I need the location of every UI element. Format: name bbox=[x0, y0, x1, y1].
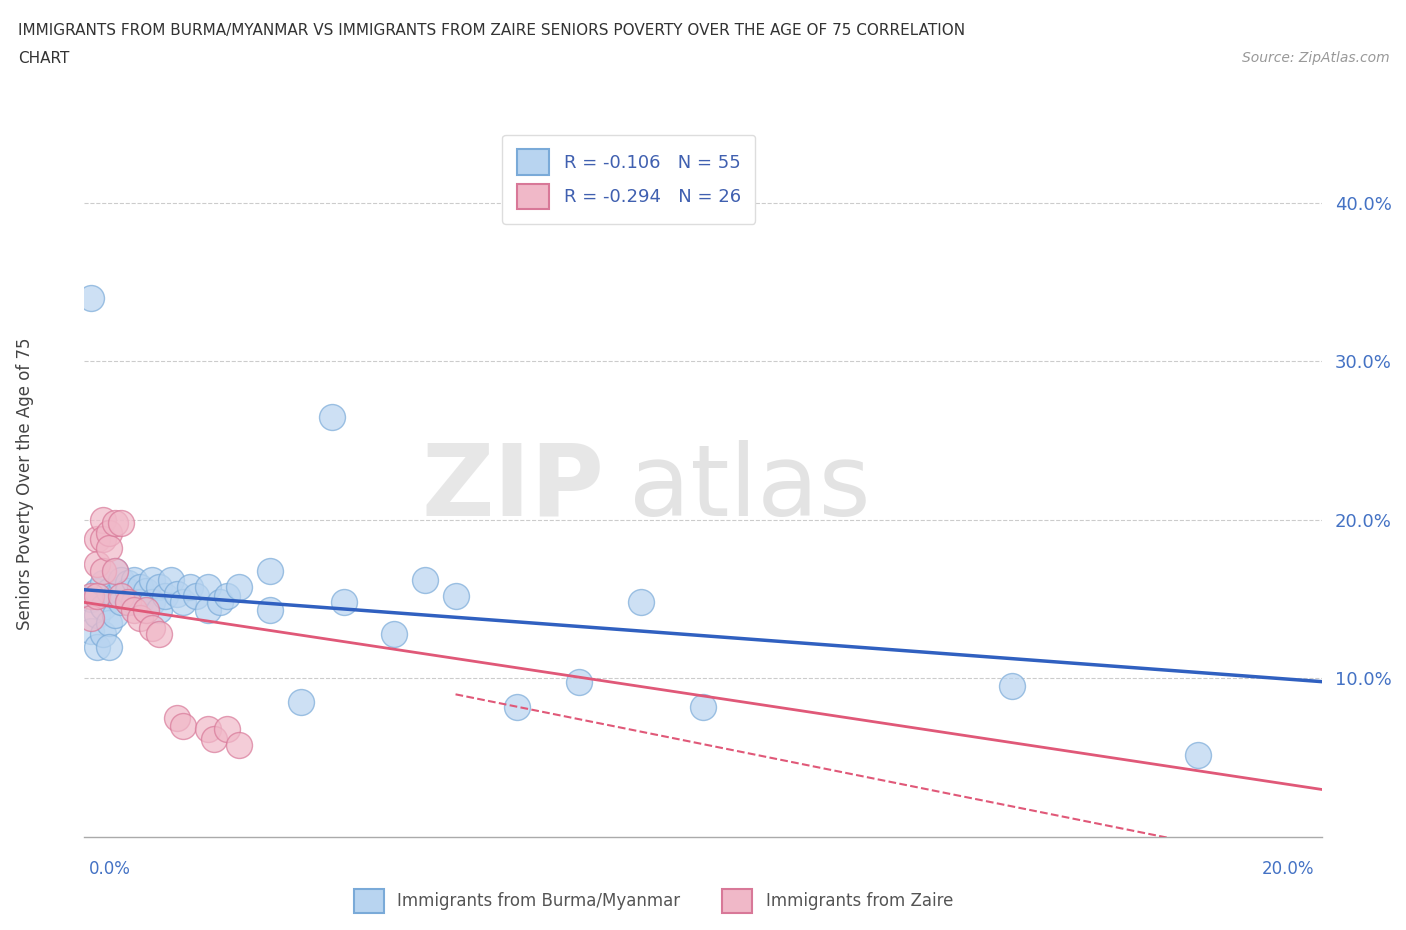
Text: Source: ZipAtlas.com: Source: ZipAtlas.com bbox=[1241, 51, 1389, 65]
Point bbox=[321, 409, 343, 424]
Point bbox=[91, 600, 114, 615]
Point bbox=[568, 674, 591, 689]
Point bbox=[290, 695, 312, 710]
Point bbox=[98, 584, 121, 599]
Text: IMMIGRANTS FROM BURMA/MYANMAR VS IMMIGRANTS FROM ZAIRE SENIORS POVERTY OVER THE : IMMIGRANTS FROM BURMA/MYANMAR VS IMMIGRA… bbox=[18, 23, 966, 38]
Point bbox=[79, 591, 101, 606]
Point bbox=[91, 532, 114, 547]
Text: 0.0%: 0.0% bbox=[89, 860, 131, 878]
Point bbox=[197, 603, 219, 618]
Text: ZIP: ZIP bbox=[422, 440, 605, 537]
Point bbox=[153, 589, 176, 604]
Point bbox=[110, 595, 132, 610]
Point bbox=[202, 731, 225, 746]
Point bbox=[110, 584, 132, 599]
Point bbox=[135, 603, 157, 618]
Point bbox=[91, 576, 114, 591]
Point bbox=[148, 627, 170, 642]
Text: Seniors Poverty Over the Age of 75: Seniors Poverty Over the Age of 75 bbox=[17, 338, 34, 630]
Point bbox=[148, 603, 170, 618]
Point bbox=[184, 589, 207, 604]
Point bbox=[122, 603, 145, 618]
Point bbox=[129, 611, 152, 626]
Point bbox=[98, 639, 121, 654]
Point bbox=[104, 564, 127, 578]
Point bbox=[79, 589, 101, 604]
Point bbox=[228, 579, 250, 594]
Point bbox=[160, 573, 183, 588]
Point bbox=[413, 573, 436, 588]
Point bbox=[98, 616, 121, 631]
Point bbox=[91, 627, 114, 642]
Point bbox=[215, 589, 238, 604]
Point bbox=[444, 589, 467, 604]
Point bbox=[506, 699, 529, 714]
Point bbox=[86, 589, 108, 604]
Point bbox=[129, 595, 152, 610]
Point bbox=[1187, 747, 1209, 762]
Point bbox=[197, 722, 219, 737]
Point bbox=[148, 579, 170, 594]
Point bbox=[86, 607, 108, 622]
Point bbox=[166, 711, 188, 725]
Point bbox=[259, 564, 281, 578]
Point bbox=[86, 584, 108, 599]
Point bbox=[86, 557, 108, 572]
Point bbox=[333, 595, 356, 610]
Point bbox=[117, 595, 139, 610]
Point bbox=[259, 603, 281, 618]
Point bbox=[129, 579, 152, 594]
Point bbox=[98, 525, 121, 540]
Point bbox=[86, 532, 108, 547]
Point bbox=[172, 595, 194, 610]
Point bbox=[86, 639, 108, 654]
Legend: Immigrants from Burma/Myanmar, Immigrants from Zaire: Immigrants from Burma/Myanmar, Immigrant… bbox=[347, 883, 959, 920]
Point bbox=[692, 699, 714, 714]
Point bbox=[104, 515, 127, 530]
Point bbox=[209, 595, 232, 610]
Point bbox=[172, 719, 194, 734]
Point bbox=[104, 564, 127, 578]
Point bbox=[215, 722, 238, 737]
Point bbox=[382, 627, 405, 642]
Point bbox=[91, 512, 114, 527]
Point bbox=[1001, 679, 1024, 694]
Point bbox=[135, 584, 157, 599]
Point bbox=[117, 576, 139, 591]
Point bbox=[104, 607, 127, 622]
Point bbox=[110, 589, 132, 604]
Point bbox=[104, 589, 127, 604]
Point bbox=[117, 584, 139, 599]
Point bbox=[141, 595, 163, 610]
Point bbox=[110, 573, 132, 588]
Point bbox=[79, 290, 101, 305]
Point bbox=[141, 620, 163, 635]
Point bbox=[228, 737, 250, 752]
Point bbox=[179, 579, 201, 594]
Point bbox=[122, 595, 145, 610]
Point bbox=[79, 611, 101, 626]
Text: CHART: CHART bbox=[18, 51, 70, 66]
Point bbox=[79, 623, 101, 638]
Point bbox=[197, 579, 219, 594]
Point bbox=[122, 573, 145, 588]
Point bbox=[98, 541, 121, 556]
Text: 20.0%: 20.0% bbox=[1263, 860, 1315, 878]
Point bbox=[91, 564, 114, 578]
Point bbox=[110, 515, 132, 530]
Point bbox=[166, 587, 188, 602]
Point bbox=[141, 573, 163, 588]
Point bbox=[630, 595, 652, 610]
Text: atlas: atlas bbox=[628, 440, 870, 537]
Point bbox=[117, 595, 139, 610]
